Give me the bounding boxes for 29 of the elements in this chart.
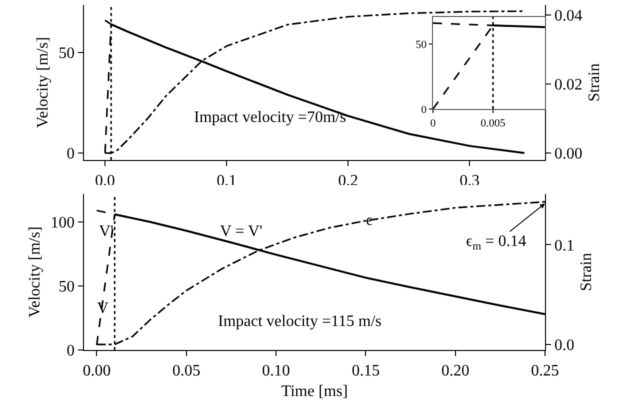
y-axis-title: Velocity [m/s]: [34, 36, 52, 128]
x-axis-title: Time [ms]: [281, 383, 348, 400]
y2-axis-title: Strain: [586, 63, 603, 102]
x-tick-label: 0.25: [531, 362, 559, 380]
y-tick-label: 0: [66, 342, 75, 360]
x-tick-label: 0.10: [262, 362, 290, 380]
annotation: V = V': [220, 223, 263, 240]
y2-axis-title: Strain: [578, 252, 595, 292]
y2-tick-label: 0.00: [554, 146, 582, 163]
annotation: ϵ$_{m}$ = 0.14: [466, 233, 526, 252]
y-tick-label: 50: [416, 38, 428, 51]
y-tick-label: 50: [58, 278, 75, 296]
y2-tick-label: 0.0: [554, 337, 574, 354]
y-tick-label: 50: [58, 45, 75, 62]
x-tick-label: 0.20: [441, 362, 470, 380]
x-tick-label: 0.05: [172, 362, 200, 380]
x-tick-label: 0.00: [82, 362, 111, 380]
y2-tick-label: 0.1: [554, 237, 574, 254]
y-tick-label: 100: [50, 214, 75, 232]
y-axis-title: Velocity [m/s]: [26, 226, 44, 318]
x-tick-label: 0.15: [352, 362, 380, 380]
y-tick-label: 0: [66, 146, 75, 163]
x-tick-label: 0.005: [480, 117, 506, 130]
annotation: ϵ: [366, 212, 373, 229]
annotation: Impact velocity =70m/s: [194, 109, 346, 126]
annotation: V': [99, 223, 114, 240]
annotation: Impact velocity =115 m/s: [218, 313, 382, 330]
y2-tick-label: 0.04: [554, 8, 582, 25]
y2-tick-label: 0.02: [554, 76, 582, 94]
